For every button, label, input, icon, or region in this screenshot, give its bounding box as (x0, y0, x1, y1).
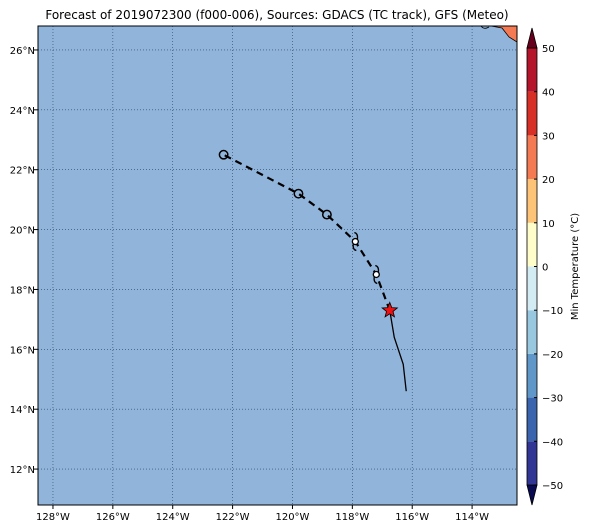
colorbar-bin (527, 441, 537, 485)
x-tick-label: 116°W (395, 512, 429, 523)
colorbar-bin (527, 353, 537, 398)
graticule (38, 26, 517, 505)
colorbar-bin (527, 48, 537, 92)
map-frame (37, 25, 518, 506)
latitude-ticks: 12°N 14°N 16°N 18°N 20°N 22°N 24°N 26°N (10, 46, 38, 476)
x-tick-label: 128°W (36, 512, 70, 523)
y-tick-label: 16°N (10, 345, 35, 356)
hurricane-marker (351, 231, 359, 252)
y-tick-label: 14°N (10, 405, 35, 416)
colorbar-tick-label: −40 (542, 437, 563, 448)
colorbar-tick-label: 40 (542, 88, 555, 99)
colorbar-tick-label: 30 (542, 131, 555, 142)
colorbar-bin (527, 310, 537, 354)
y-tick-label: 26°N (10, 46, 35, 57)
track-point-marker (293, 188, 304, 199)
colorbar-bin (527, 266, 537, 311)
storm-track (218, 149, 407, 392)
x-tick-label: 120°W (275, 512, 309, 523)
colorbar: −50 −40 −30 −20 −10 0 10 20 30 40 50 (526, 27, 563, 506)
y-tick-label: 18°N (10, 285, 35, 296)
longitude-ticks: 128°W 126°W 124°W 122°W 120°W 118°W 116°W 114°W (36, 505, 489, 523)
colorbar-tick-label: 0 (542, 263, 548, 274)
forecast-track-line (223, 153, 391, 311)
colorbar-bin (527, 222, 537, 267)
colorbar-tick-label: 20 (542, 175, 555, 186)
colorbar-bin (526, 484, 538, 506)
colorbar-bin (527, 91, 537, 136)
colorbar-tick-label: −50 (542, 481, 563, 492)
x-tick-label: 118°W (335, 512, 369, 523)
track-point-marker (218, 149, 229, 160)
colorbar-tick-label: −20 (542, 350, 563, 361)
hurricane-marker (372, 264, 380, 285)
figure-title: Forecast of 2019072300 (f000-006), Sourc… (45, 8, 508, 22)
coastline (480, 25, 490, 29)
current-position-star (381, 301, 399, 318)
colorbar-tick-label: −10 (542, 306, 563, 317)
y-tick-label: 20°N (10, 226, 35, 237)
colorbar-label: Min Temperature (°C) (570, 213, 581, 320)
y-tick-label: 24°N (10, 106, 35, 117)
y-tick-label: 22°N (10, 166, 35, 177)
y-tick-label: 12°N (10, 465, 35, 476)
colorbar-bin (526, 27, 538, 49)
map-panel: 128°W 126°W 124°W 122°W 120°W 118°W 116°W 114°W… (10, 25, 518, 523)
colorbar-tick-label: 10 (542, 219, 555, 230)
x-tick-label: 114°W (455, 512, 489, 523)
track-point-marker (321, 209, 332, 220)
colorbar-tick-label: −30 (542, 394, 563, 405)
x-tick-label: 126°W (96, 512, 130, 523)
colorbar-bin (527, 179, 537, 223)
colorbar-bin (527, 397, 537, 442)
x-tick-label: 124°W (156, 512, 190, 523)
colorbar-bin (527, 135, 537, 180)
past-track-line (389, 310, 407, 392)
x-tick-label: 122°W (216, 512, 250, 523)
ocean-background (38, 26, 517, 505)
colorbar-tick-label: 50 (542, 44, 555, 55)
